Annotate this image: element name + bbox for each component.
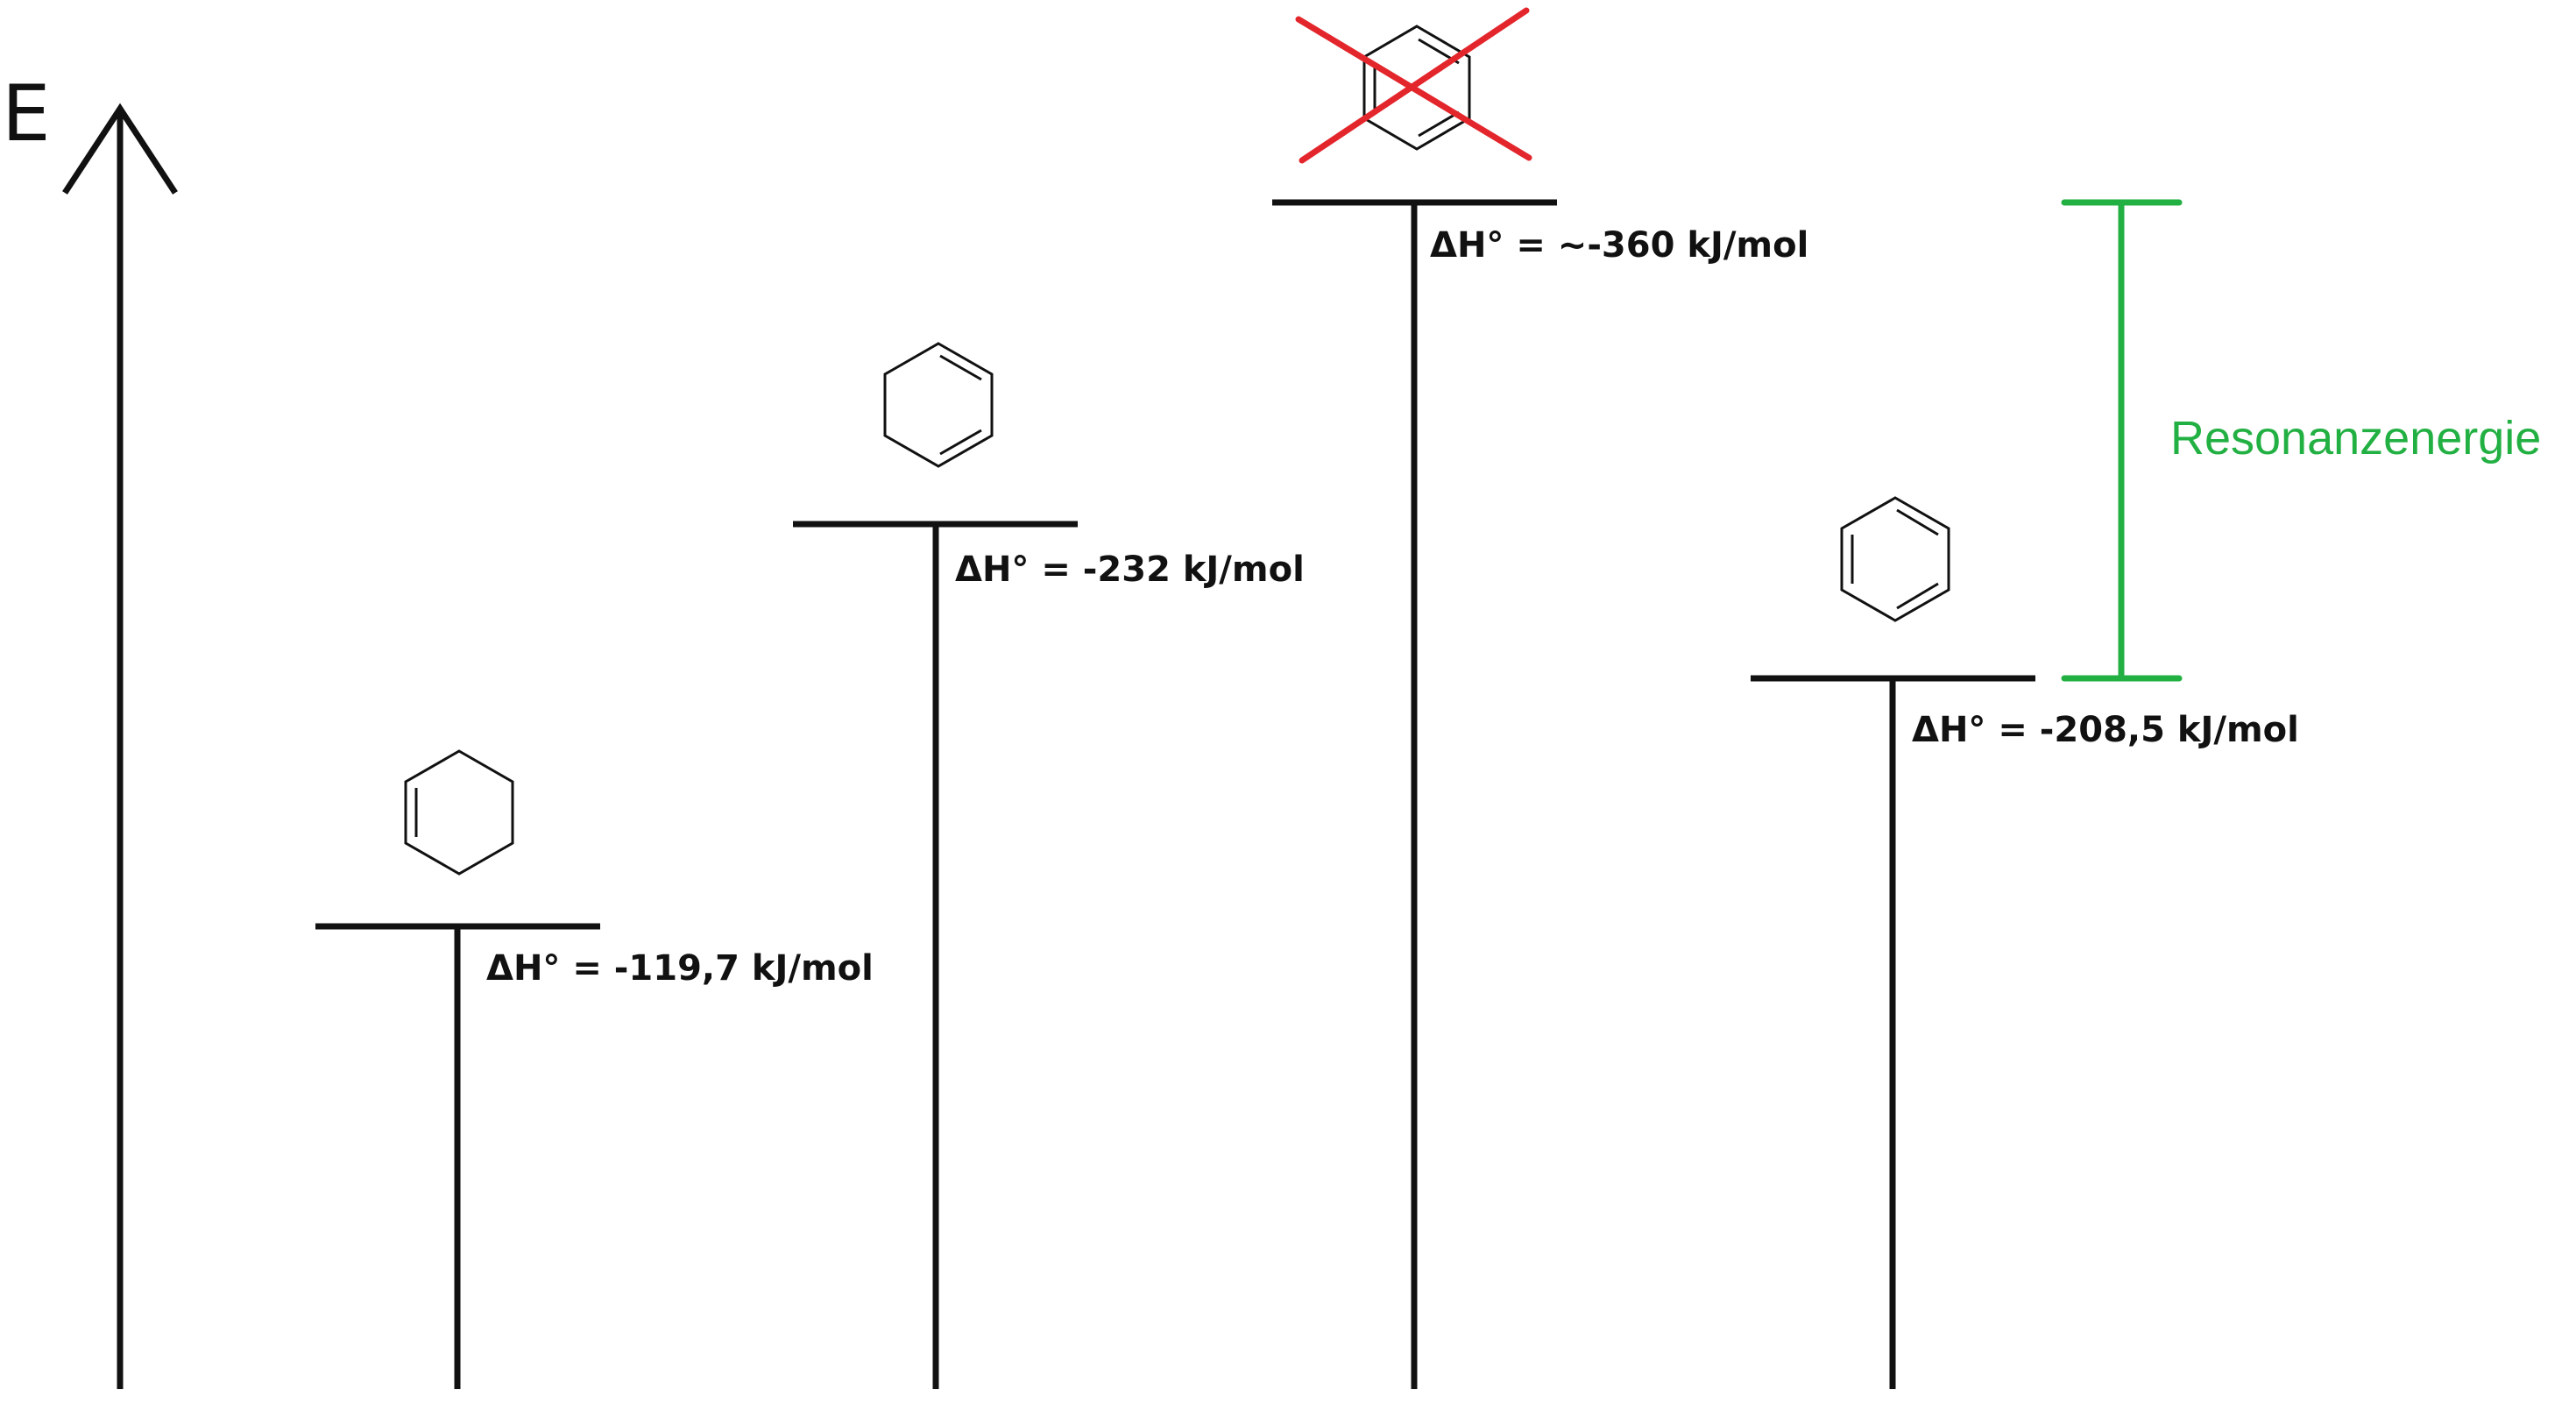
axis-label: E	[2, 68, 51, 159]
enthalpy-label: ΔH° = ~-360 kJ/mol	[1430, 225, 1808, 266]
cyclohexadiene-icon	[883, 342, 994, 468]
resonance-energy-label: Resonanzenergie	[2170, 412, 2541, 464]
enthalpy-label: ΔH° = -208,5 kJ/mol	[1912, 710, 2299, 750]
enthalpy-label: ΔH° = -119,7 kJ/mol	[486, 948, 874, 989]
energy-level-cyclohexene: ΔH° = -119,7 kJ/mol	[315, 749, 874, 1389]
enthalpy-label: ΔH° = -232 kJ/mol	[955, 550, 1305, 590]
cyclohexene-icon	[404, 749, 514, 876]
energy-level-benzene: ΔH° = -208,5 kJ/mol	[1751, 496, 2299, 1389]
benzene-icon	[1840, 496, 1950, 622]
axis-arrowhead	[62, 103, 178, 195]
cross-out-icon	[1295, 7, 1532, 164]
resonance-energy-bracket	[2061, 199, 2183, 682]
energy-axis: E	[2, 68, 178, 1389]
benzene-crossed-out-icon	[1295, 7, 1532, 164]
energy-level-hypothetical: ΔH° = ~-360 kJ/mol	[1272, 7, 1808, 1389]
energy-level-cyclohexadiene: ΔH° = -232 kJ/mol	[793, 342, 1305, 1389]
